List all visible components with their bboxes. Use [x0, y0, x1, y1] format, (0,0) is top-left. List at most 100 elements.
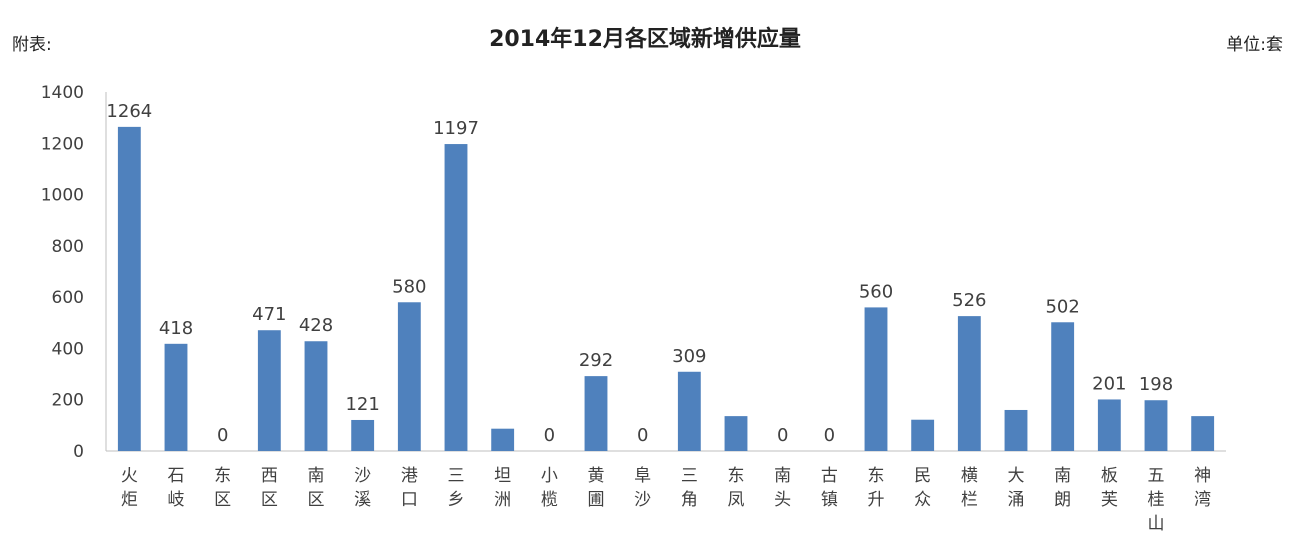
x-tick-label: 坦 — [494, 466, 511, 486]
data-label: 0 — [544, 425, 555, 446]
chart-header-right: 单位:套 — [1226, 35, 1283, 55]
y-tick-label: 1200 — [41, 134, 84, 154]
bar — [1004, 409, 1028, 451]
data-label: 292 — [579, 350, 613, 371]
data-label: 0 — [637, 425, 648, 446]
bar — [677, 371, 701, 451]
y-axis: 0 200 400 600 800 1000 1200 1400 — [41, 83, 107, 462]
x-tick-label: 神 — [1194, 466, 1211, 486]
x-tick-label: 沙 — [634, 490, 651, 510]
bar — [351, 419, 375, 451]
x-tick-label: 角 — [681, 490, 698, 510]
x-tick-label: 炬 — [121, 490, 138, 510]
bar — [444, 144, 468, 451]
x-axis: 火炬石岐东区西区南区沙溪港口三乡坦洲小榄黄圃阜沙三角东凤南头古镇东升民众横栏大涌… — [106, 450, 1226, 534]
x-tick-label: 古 — [821, 466, 838, 486]
data-label: 471 — [252, 304, 286, 325]
y-tick-label: 0 — [73, 442, 84, 462]
x-tick-label: 凤 — [728, 490, 745, 510]
x-tick-label: 口 — [401, 490, 418, 510]
x-tick-label: 东 — [214, 466, 231, 486]
x-tick-label: 圃 — [588, 490, 605, 510]
y-tick-label: 1000 — [41, 186, 84, 206]
bar-series — [117, 126, 1215, 452]
bar — [864, 307, 888, 451]
data-label: 580 — [392, 276, 426, 297]
x-tick-label: 镇 — [821, 490, 838, 510]
x-tick-label: 涌 — [1008, 490, 1025, 510]
x-tick-label: 众 — [914, 490, 931, 510]
data-labels: 1264 418 0 471 428 121 580 1197 0 292 0 309 0 0 560 526… — [106, 101, 1173, 446]
data-label: 502 — [1045, 296, 1079, 317]
x-tick-label: 石 — [168, 466, 185, 486]
x-tick-label: 南 — [308, 466, 325, 486]
data-label: 0 — [824, 425, 835, 446]
y-tick-label: 400 — [52, 339, 84, 359]
x-tick-label: 阜 — [634, 466, 651, 486]
x-tick-label: 小 — [541, 466, 558, 486]
x-tick-label: 民 — [914, 466, 931, 486]
x-tick-label: 板 — [1101, 466, 1118, 486]
bar — [164, 343, 188, 451]
data-label: 309 — [672, 346, 706, 367]
bar — [117, 126, 141, 452]
data-label: 201 — [1092, 373, 1126, 394]
x-tick-label: 区 — [308, 490, 325, 510]
y-tick-label: 200 — [52, 391, 84, 411]
x-tick-label: 芙 — [1101, 490, 1118, 510]
x-tick-label: 岐 — [168, 490, 185, 510]
x-tick-label: 榄 — [541, 490, 558, 510]
x-tick-label: 火 — [121, 466, 138, 486]
x-tick-label: 溪 — [354, 490, 371, 510]
data-label: 198 — [1139, 374, 1173, 395]
x-tick-label: 东 — [728, 466, 745, 486]
bar — [584, 376, 608, 451]
x-tick-label: 朗 — [1054, 490, 1071, 510]
data-label: 526 — [952, 290, 986, 311]
x-tick-label: 洲 — [494, 490, 511, 510]
data-label: 1197 — [433, 118, 479, 139]
bar — [257, 330, 281, 451]
bar — [724, 416, 748, 451]
bar — [1097, 399, 1121, 451]
bar — [304, 341, 328, 451]
data-label: 0 — [217, 425, 228, 446]
x-tick-label: 栏 — [961, 490, 978, 510]
data-label: 121 — [345, 394, 379, 415]
bar — [397, 302, 421, 451]
x-tick-label: 三 — [448, 466, 465, 486]
data-label: 1264 — [106, 101, 152, 122]
x-tick-label: 乡 — [448, 490, 465, 510]
data-label: 418 — [159, 318, 193, 339]
y-tick-label: 800 — [52, 237, 84, 257]
x-tick-label: 港 — [401, 466, 418, 486]
x-tick-label: 西 — [261, 466, 278, 486]
bar — [1191, 416, 1215, 451]
chart-header: 附表: 2014年12月各区域新增供应量 单位:套 — [12, 26, 1283, 55]
x-tick-label: 区 — [214, 490, 231, 510]
data-label: 0 — [777, 425, 788, 446]
x-tick-label: 南 — [774, 466, 791, 486]
x-tick-label: 横 — [961, 466, 978, 486]
x-tick-label: 三 — [681, 466, 698, 486]
x-tick-label: 黄 — [588, 466, 605, 486]
x-tick-label: 湾 — [1194, 490, 1211, 510]
x-tick-label: 南 — [1054, 466, 1071, 486]
x-tick-label: 桂 — [1148, 490, 1165, 510]
data-label: 560 — [859, 281, 893, 302]
bar — [1144, 400, 1168, 451]
data-label: 428 — [299, 315, 333, 336]
chart-title: 2014年12月各区域新增供应量 — [489, 26, 801, 52]
x-tick-label: 五 — [1148, 466, 1165, 486]
bar — [957, 316, 981, 451]
x-tick-label: 大 — [1008, 466, 1025, 486]
chart-header-left: 附表: — [12, 35, 52, 55]
x-tick-label: 东 — [868, 466, 885, 486]
x-tick-label: 沙 — [354, 466, 371, 486]
y-tick-label: 600 — [52, 288, 84, 308]
y-tick-label: 1400 — [41, 83, 84, 103]
x-tick-label: 区 — [261, 490, 278, 510]
bar — [911, 419, 935, 451]
x-tick-label: 头 — [774, 490, 791, 510]
